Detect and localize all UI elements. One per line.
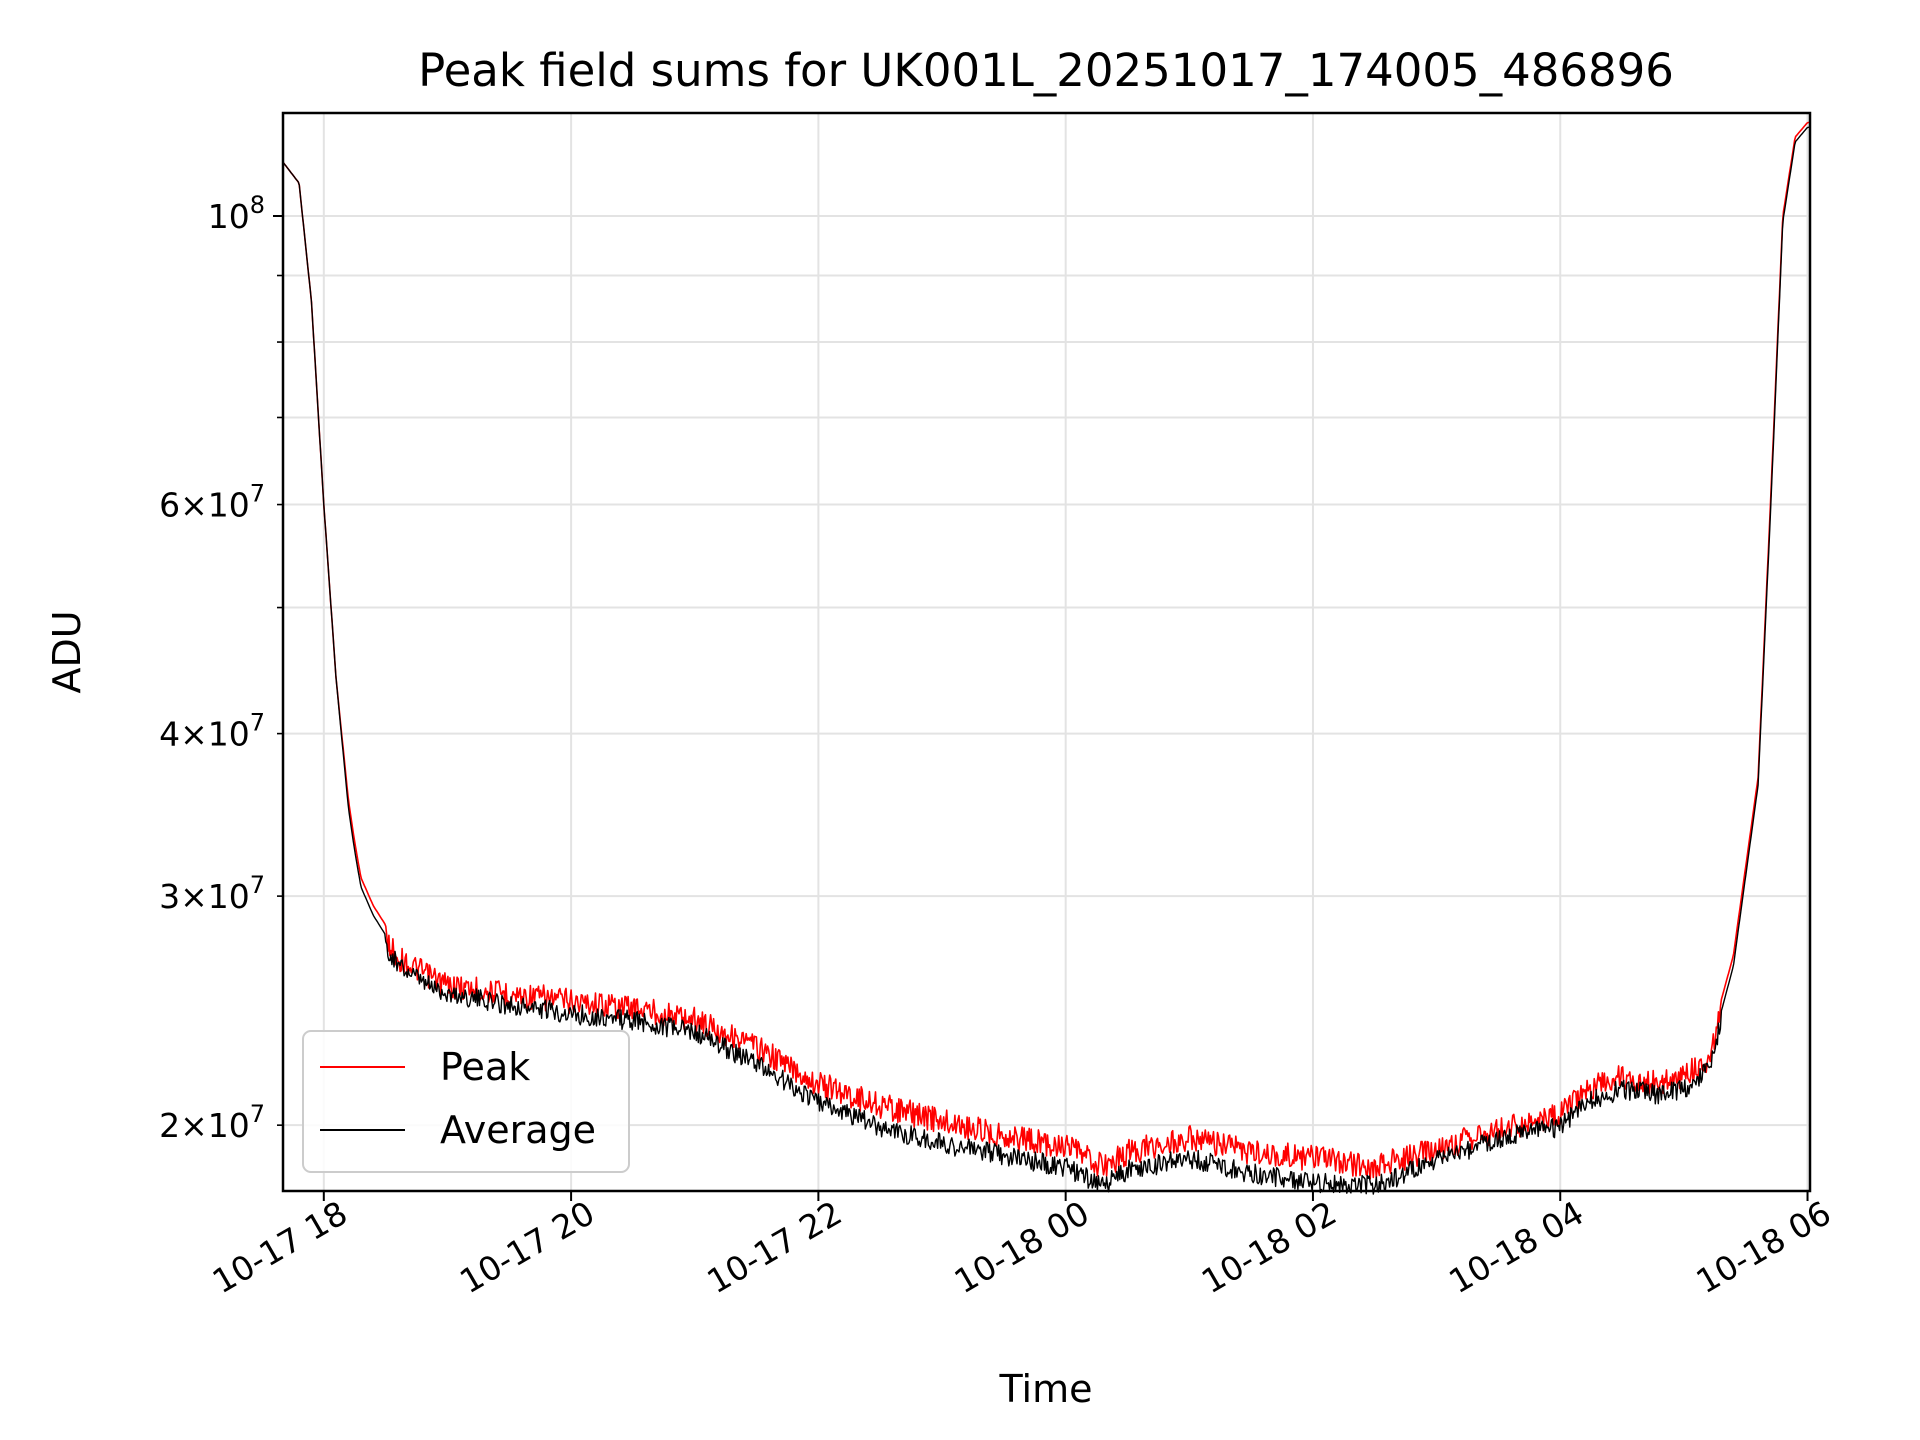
y-tick-exponent: 7 bbox=[250, 709, 265, 737]
y-tick-times-sign: × bbox=[180, 715, 208, 754]
y-tick-times-sign: × bbox=[180, 486, 208, 525]
plot-frame bbox=[281, 111, 1812, 1193]
y-tick-label: 4×107 bbox=[159, 709, 265, 754]
legend-label-average: Average bbox=[440, 1108, 596, 1152]
y-tick-base: 10 bbox=[208, 1106, 250, 1145]
y-tick-exponent: 8 bbox=[250, 191, 265, 219]
series-layer bbox=[282, 121, 1810, 1195]
legend-label-peak: Peak bbox=[440, 1045, 530, 1089]
y-tick-label: 108 bbox=[208, 191, 265, 236]
x-axis-label: Time bbox=[999, 1367, 1093, 1411]
chart-title: Peak field sums for UK001L_20251017_1740… bbox=[418, 44, 1674, 97]
legend: Peak Average bbox=[302, 1030, 630, 1173]
y-tick-coefficient: 3 bbox=[159, 877, 180, 916]
y-tick-times-sign: × bbox=[180, 1106, 208, 1145]
y-tick-exponent: 7 bbox=[250, 871, 265, 899]
y-tick-label: 6×107 bbox=[159, 480, 265, 525]
y-tick-label: 3×107 bbox=[159, 871, 265, 916]
y-tick-coefficient: 2 bbox=[159, 1106, 180, 1145]
series-line-average bbox=[282, 126, 1810, 1195]
y-tick-label: 2×107 bbox=[159, 1100, 265, 1145]
y-tick-times-sign: × bbox=[180, 877, 208, 916]
y-tick-base: 10 bbox=[208, 877, 250, 916]
y-tick-base: 10 bbox=[208, 715, 250, 754]
y-tick-coefficient: 6 bbox=[159, 486, 180, 525]
y-axis-label: ADU bbox=[45, 610, 89, 693]
y-tick-base: 10 bbox=[208, 197, 250, 236]
y-tick-exponent: 7 bbox=[250, 1100, 265, 1128]
y-tick-coefficient: 4 bbox=[159, 715, 180, 754]
y-tick-base: 10 bbox=[208, 486, 250, 525]
y-tick-exponent: 7 bbox=[250, 480, 265, 508]
